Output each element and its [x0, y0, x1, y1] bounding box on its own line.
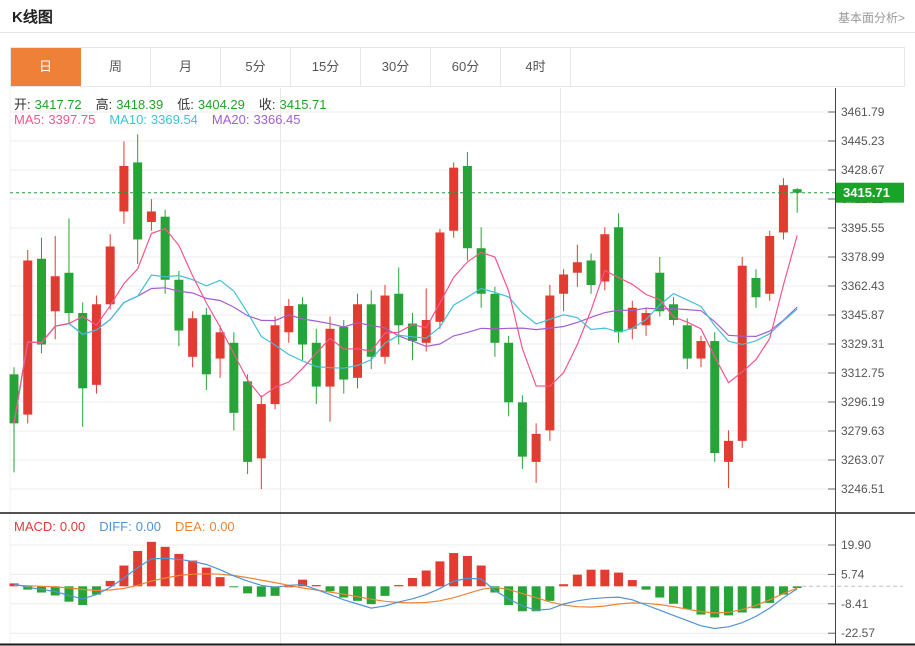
legend-value: 3415.71 [279, 97, 327, 112]
axis-tick-label: 3378.99 [841, 250, 885, 264]
axis-tick-label: 5.74 [841, 567, 865, 581]
legend-label: 收: [258, 97, 276, 112]
ohlc-legend: 开: 3417.72 高: 3418.39 低: 3404.29 收: 3415.71 [14, 94, 341, 113]
axis-tick-label: -22.57 [841, 626, 875, 640]
legend-value: 3397.75 [48, 112, 96, 127]
period-tab-4[interactable]: 15分 [291, 48, 361, 86]
legend-label: 低: [177, 97, 194, 112]
legend-value: 3404.29 [197, 97, 245, 112]
axis-tick-label: 3279.63 [841, 424, 885, 438]
legend-value: 0.00 [209, 519, 235, 534]
axis-tick-label: 3312.75 [841, 366, 885, 380]
axis-tick-label: 3445.23 [841, 134, 885, 148]
axis-tick-label: 3345.87 [841, 308, 885, 322]
axis-tick-label: 3329.31 [841, 337, 885, 351]
candles-layer [9, 134, 802, 489]
axis-tick-label: 3246.51 [841, 482, 885, 496]
fundamental-analysis-link[interactable]: 基本面分析> [837, 11, 905, 25]
axis-tick-label: 3395.55 [841, 221, 885, 235]
macd-legend: MACD: 0.00 DIFF: 0.00 DEA: 0.00 [14, 519, 249, 534]
legend-label: DIFF: [99, 519, 132, 534]
ma-legend: MA5: 3397.75 MA10: 3369.54 MA20: 3366.45 [14, 112, 315, 127]
axis-tick-label: 3296.19 [841, 395, 885, 409]
period-tab-7[interactable]: 4时 [501, 48, 571, 86]
ma10-line [13, 274, 798, 424]
legend-value: 3417.72 [34, 97, 82, 112]
period-tabs: 日周月 5分 15分 30分 60分 4时 [10, 47, 905, 87]
legend-label: DEA: [175, 519, 206, 534]
axis-tick-label: -8.41 [841, 597, 869, 611]
current-price-value: 3415.71 [843, 185, 890, 200]
axis-tick-label: 3428.67 [841, 163, 885, 177]
legend-label: 开: [14, 97, 31, 112]
axis-tick-label: 3461.79 [841, 105, 885, 119]
legend-value: 0.00 [135, 519, 162, 534]
current-price-badge: 3415.71 [836, 182, 904, 203]
legend-label: MA10: [109, 112, 147, 127]
legend-label: MA20: [211, 112, 250, 127]
axis-tick-label: 19.90 [841, 538, 871, 552]
macd-layer [9, 541, 903, 630]
diff-line [13, 557, 798, 630]
legend-label: MACD: [14, 519, 56, 534]
period-tab-2[interactable]: 月 [151, 48, 221, 86]
page-title: K线图 [12, 9, 53, 26]
axis-tick-label: 3362.43 [841, 279, 885, 293]
period-tab-1[interactable]: 周 [81, 48, 151, 86]
axis-tick-label: 3263.07 [841, 453, 885, 467]
header-divider [0, 32, 915, 33]
macd-chart-area[interactable] [10, 517, 835, 644]
main-chart-area[interactable] [10, 88, 835, 512]
dea-line [13, 573, 798, 614]
legend-label: MA5: [14, 112, 45, 127]
legend-label: 高: [95, 97, 113, 112]
ma5-line [13, 227, 798, 424]
legend-value: 3369.54 [150, 112, 198, 127]
legend-value: 3418.39 [116, 97, 164, 112]
period-tab-6[interactable]: 60分 [431, 48, 501, 86]
legend-value: 3366.45 [253, 112, 301, 127]
period-tab-0[interactable]: 日 [11, 48, 81, 86]
legend-value: 0.00 [59, 519, 86, 534]
period-tab-3[interactable]: 5分 [221, 48, 291, 86]
period-tab-5[interactable]: 30分 [361, 48, 431, 86]
